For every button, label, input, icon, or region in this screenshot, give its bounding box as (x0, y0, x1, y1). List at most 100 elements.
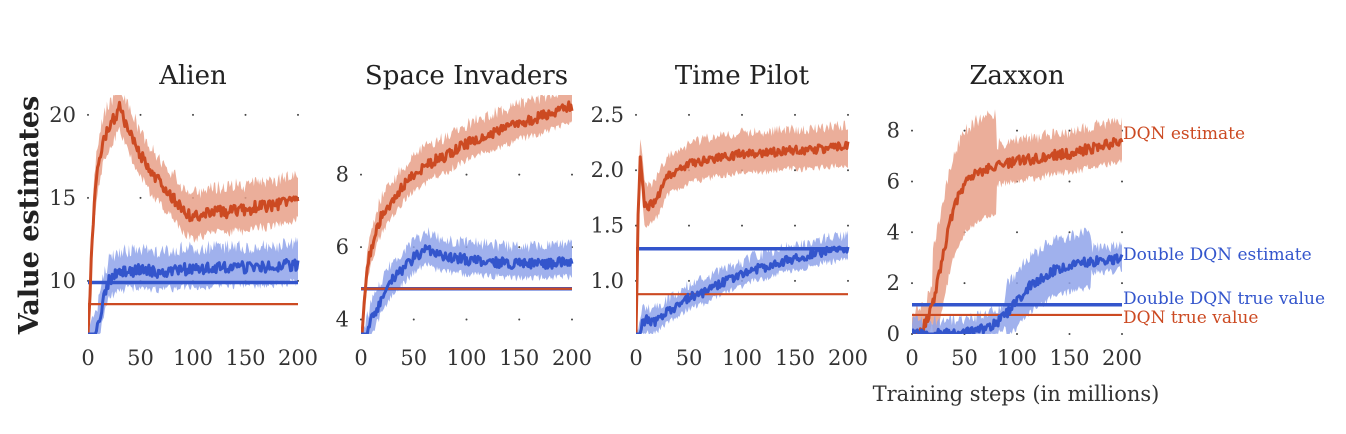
y-tick-label: 20 (49, 103, 76, 127)
y-axis-label: Value estimates (14, 96, 45, 335)
grid-dot (847, 113, 849, 116)
y-tick-label: 4 (336, 308, 349, 332)
legend-ddqn-true-value: Double DQN true value (1123, 289, 1325, 309)
dqn-estimate-band (361, 95, 572, 334)
grid-dot (741, 224, 743, 227)
grid-dot (1121, 333, 1123, 335)
y-tick-label: 6 (887, 169, 900, 193)
dqn-estimate-line (636, 140, 850, 334)
grid-dot (911, 231, 913, 234)
panel-title: Zaxxon (969, 61, 1065, 91)
x-tick-label: 0 (354, 346, 367, 370)
grid-dot (297, 113, 299, 116)
x-tick-label: 50 (676, 346, 703, 370)
grid-dot (688, 224, 690, 227)
x-tick-label: 200 (278, 346, 318, 370)
grid-dot (1121, 282, 1123, 285)
grid-dot (847, 224, 849, 227)
y-tick-label: 8 (336, 163, 349, 187)
x-tick-label: 0 (905, 346, 918, 370)
y-tick-label: 1.0 (591, 269, 624, 293)
grid-dot (87, 113, 89, 116)
dqn-estimate-line (88, 100, 300, 334)
grid-dot (847, 279, 849, 282)
x-tick-label: 200 (828, 346, 868, 370)
grid-dot (465, 173, 468, 176)
ddqn-estimate-band (88, 236, 298, 334)
grid-dot (847, 169, 849, 172)
y-tick-label: 15 (49, 186, 76, 210)
x-tick-label: 150 (1049, 346, 1089, 370)
grid-dot (87, 196, 89, 199)
grid-dot (1068, 180, 1071, 183)
grid-dot (518, 246, 521, 249)
x-tick-label: 50 (400, 346, 427, 370)
x-tick-label: 50 (951, 346, 978, 370)
y-tick-label: 2.0 (591, 158, 624, 182)
grid-dot (635, 113, 637, 116)
legend-ddqn-estimate: Double DQN estimate (1123, 245, 1312, 265)
ddqn-estimate-line (912, 253, 1124, 334)
grid-dot (360, 173, 362, 176)
grid-dot (1016, 231, 1018, 234)
y-tick-label: 1.5 (591, 214, 624, 238)
panel-title: Space Invaders (365, 61, 568, 91)
x-tick-label: 150 (775, 346, 815, 370)
grid-dot (911, 282, 913, 285)
grid-dot (741, 113, 743, 116)
x-tick-label: 150 (499, 346, 539, 370)
x-tick-label: 100 (722, 346, 762, 370)
panel-title: Time Pilot (675, 61, 810, 91)
panel-alien: Alien 0 50 100 150 200 10 15 20 (49, 61, 318, 370)
grid-dot (571, 318, 573, 321)
dqn-estimate-line (912, 137, 1124, 334)
x-tick-label: 0 (629, 346, 642, 370)
y-tick-label: 6 (336, 235, 349, 259)
ddqn-estimate-band (636, 230, 848, 334)
y-tick-label: 2 (887, 271, 900, 295)
panel-space-invaders: Space Invaders 0 50 100 150 200 4 6 8 (336, 61, 592, 370)
x-tick-label: 100 (173, 346, 213, 370)
panel-zaxxon: Zaxxon 0 50 100 150 200 0 2 4 6 8 (887, 61, 1142, 370)
ddqn-estimate-band (912, 227, 1122, 334)
grid-dot (688, 279, 690, 282)
grid-dot (963, 282, 966, 285)
x-tick-label: 50 (127, 346, 154, 370)
grid-dot (1121, 231, 1123, 234)
grid-dot (794, 113, 796, 116)
panel-title: Alien (158, 61, 227, 91)
grid-dot (571, 173, 573, 176)
x-tick-label: 200 (552, 346, 592, 370)
panel-time-pilot: Time Pilot 0 50 100 150 200 1.0 1.5 2.0 2.5 (591, 61, 868, 370)
x-tick-label: 100 (446, 346, 486, 370)
grid-dot (465, 318, 468, 321)
y-tick-label: 0 (887, 322, 900, 346)
y-tick-label: 2.5 (591, 103, 624, 127)
grid-dot (911, 180, 913, 183)
grid-dot (192, 113, 194, 116)
ddqn-estimate-line (636, 245, 850, 334)
grid-dot (1121, 180, 1123, 183)
y-tick-label: 4 (887, 220, 900, 244)
grid-dot (1016, 333, 1018, 335)
ddqn-estimate-line (88, 258, 300, 334)
legend-dqn-true-value: DQN true value (1123, 308, 1258, 328)
grid-dot (635, 169, 637, 172)
x-tick-label: 100 (997, 346, 1037, 370)
ddqn-estimate-line (361, 244, 574, 334)
grid-dot (911, 129, 913, 132)
dqn-estimate-band (912, 109, 1122, 334)
grid-dot (794, 279, 796, 282)
grid-dot (1016, 129, 1018, 132)
x-tick-label: 150 (225, 346, 265, 370)
y-tick-label: 8 (887, 119, 900, 143)
dqn-estimate-line (361, 100, 574, 334)
grid-dot (412, 318, 415, 321)
grid-dot (360, 246, 362, 249)
dqn-estimate-band (636, 120, 848, 334)
y-tick-label: 10 (49, 269, 76, 293)
x-axis-label: Training steps (in millions) (873, 382, 1160, 406)
grid-dot (518, 173, 521, 176)
grid-dot (139, 196, 142, 199)
